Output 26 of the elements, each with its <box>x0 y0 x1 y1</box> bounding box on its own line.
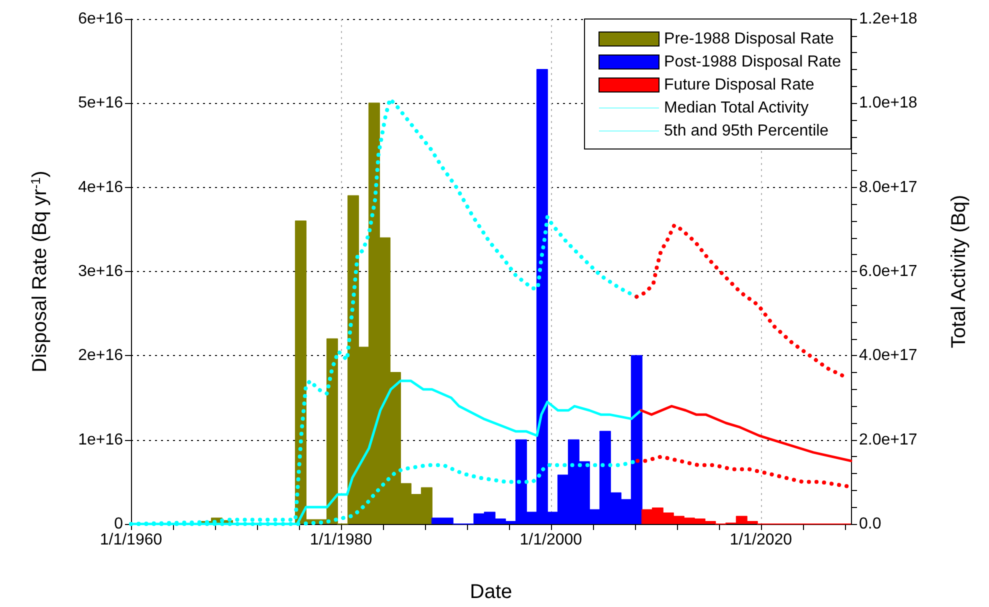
y-axis-title: Disposal Rate (Bq yr-1) <box>28 170 51 372</box>
x-tick-label: 1/1/1960 <box>100 532 162 548</box>
y2-tick-label: 2.0e+17 <box>859 431 918 448</box>
y-tick-label: 5e+16 <box>78 94 124 112</box>
y2-tick-label: 8.0e+17 <box>859 178 918 196</box>
legend-label: Median Total Activity <box>664 100 809 116</box>
y-tick-label: 4e+16 <box>78 178 124 196</box>
y2-tick-label: 0.0 <box>859 516 882 532</box>
legend-label: Post-1988 Disposal Rate <box>664 54 842 70</box>
x-tick-label: 1/1/2020 <box>730 532 792 548</box>
y-tick-label: 2e+16 <box>78 347 124 364</box>
y2-axis-title: Total Activity (Bq) <box>948 194 970 348</box>
x-tick-label: 1/1/2000 <box>520 532 582 548</box>
y2-tick-label: 6.0e+17 <box>859 263 918 280</box>
y2-tick-label: 4.0e+17 <box>859 347 918 364</box>
y-tick-label: 3e+16 <box>78 263 124 280</box>
y-tick-label: 0 <box>114 516 124 532</box>
y-tick-label: 1e+16 <box>78 431 124 448</box>
legend-label: 5th and 95th Percentile <box>664 122 829 140</box>
x-tick-label: 1/1/1980 <box>310 532 372 548</box>
y2-tick-label: 1.2e+18 <box>859 10 918 28</box>
y2-tick-label: 1.0e+18 <box>859 94 918 112</box>
y-tick-label: 6e+16 <box>78 10 124 28</box>
legend-label: Future Disposal Rate <box>664 76 814 94</box>
legend-label: Pre-1988 Disposal Rate <box>664 30 834 48</box>
x-axis-title: Date <box>470 581 512 603</box>
